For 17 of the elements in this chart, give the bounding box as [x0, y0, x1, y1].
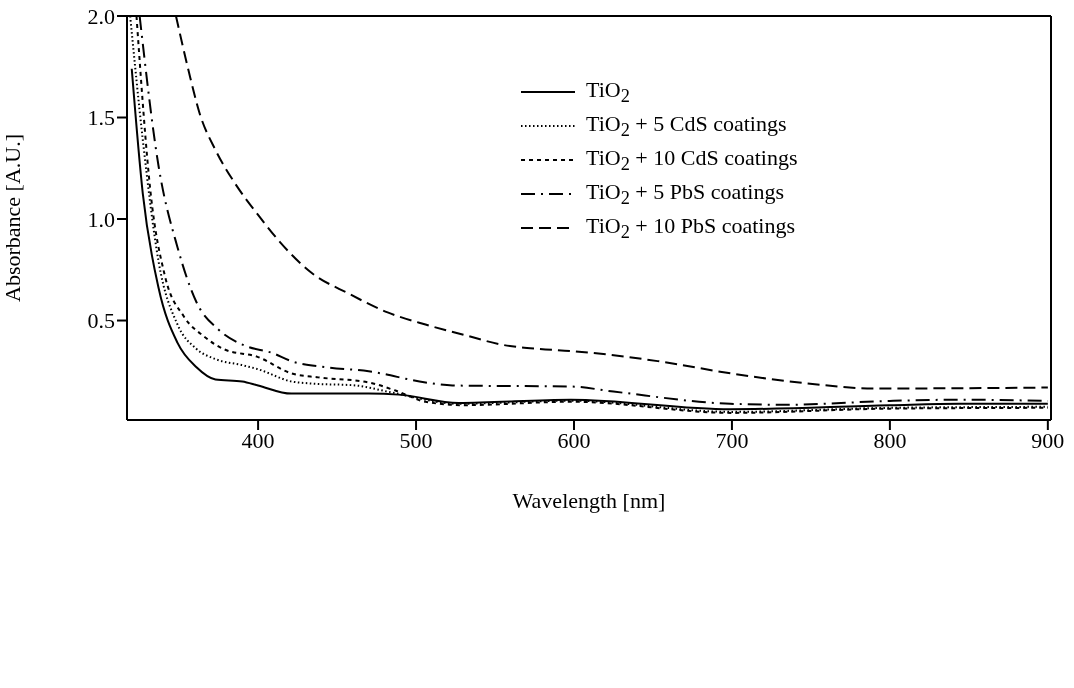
- legend-label: TiO$_{2}$ + 10 CdS coatings: [586, 144, 798, 176]
- y-tick-label: 2.0: [87, 3, 115, 29]
- y-tick-label: 1.0: [87, 206, 115, 232]
- x-tick-label: 700: [715, 427, 749, 453]
- x-tick-label: 900: [1031, 427, 1065, 453]
- x-tick-label: 800: [873, 427, 907, 453]
- y-tick-label: 0.5: [87, 308, 115, 334]
- legend-label: TiO$_{2}$: [586, 76, 630, 108]
- x-axis-title: Wavelength [nm]: [512, 488, 666, 513]
- x-tick-label: 400: [241, 427, 275, 453]
- legend-label: TiO$_{2}$ + 5 PbS coatings: [586, 178, 785, 210]
- y-axis-title: Absorbance [A.U.]: [0, 134, 25, 302]
- legend-label: TiO$_{2}$ + 5 CdS coatings: [586, 110, 787, 142]
- y-tick-label: 1.5: [87, 105, 115, 131]
- legend-label: TiO$_{2}$ + 10 PbS coatings: [586, 212, 796, 244]
- x-tick-label: 500: [399, 427, 433, 453]
- x-tick-label: 600: [557, 427, 591, 453]
